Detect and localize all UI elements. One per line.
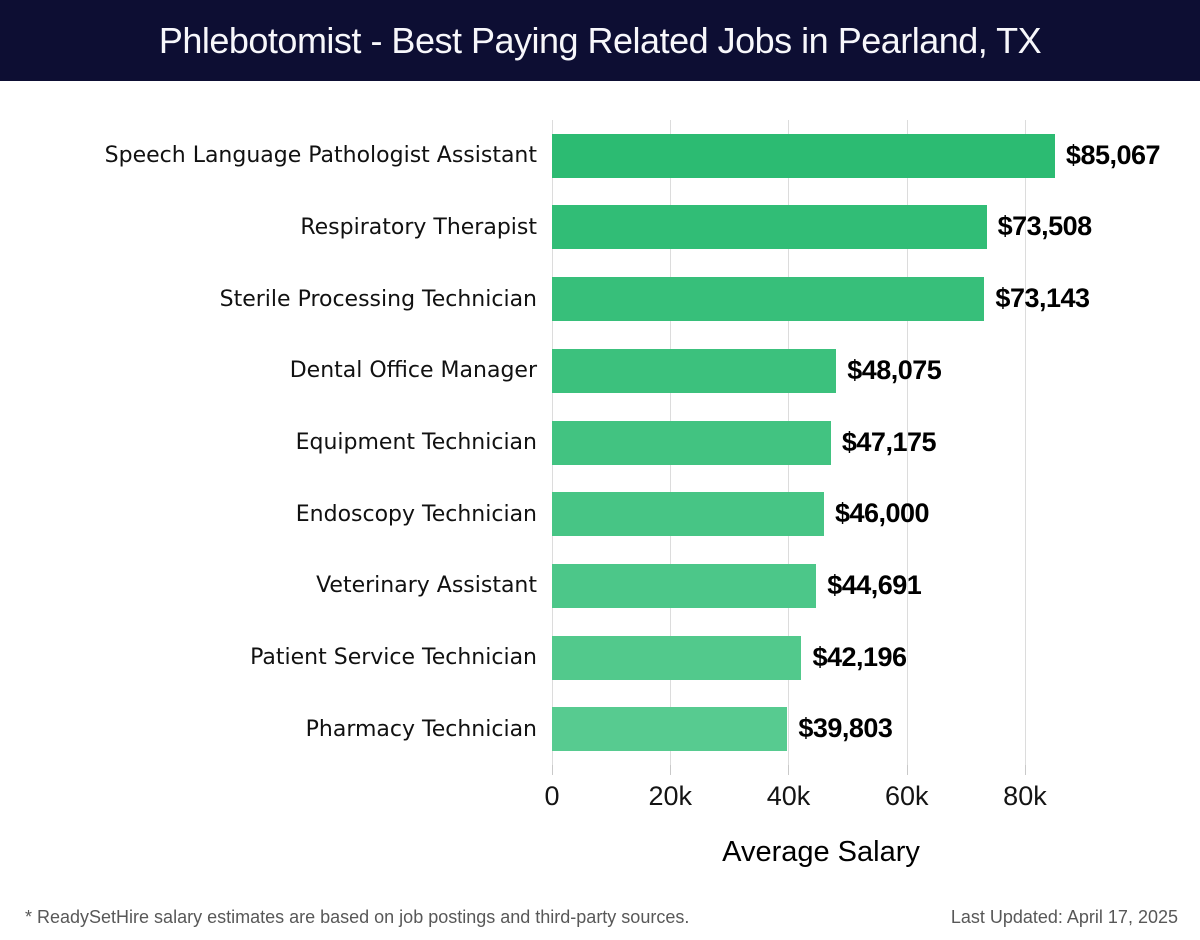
category-label: Respiratory Therapist <box>300 214 537 240</box>
bar-row: Endoscopy Technician $46,000 <box>0 478 1090 550</box>
value-label: $47,175 <box>841 426 937 457</box>
bar <box>552 707 788 752</box>
category-label: Veterinary Assistant <box>316 573 537 599</box>
bar <box>552 133 1055 178</box>
value-label: $73,143 <box>995 283 1090 314</box>
bar <box>552 277 985 322</box>
category-label: Speech Language Pathologist Assistant <box>104 143 537 169</box>
bar-track: $46,000 <box>552 492 1090 537</box>
chart-title: Phlebotomist - Best Paying Related Jobs … <box>158 19 1042 61</box>
category-label: Endoscopy Technician <box>295 501 537 527</box>
bar-track: $48,075 <box>552 348 1090 393</box>
x-axis-title: Average Salary <box>722 836 920 868</box>
value-label: $48,075 <box>847 354 942 385</box>
bar-track: $39,803 <box>552 707 1090 752</box>
value-label: $46,000 <box>834 498 930 529</box>
bar-row: Pharmacy Technician $39,803 <box>0 693 1090 765</box>
bar-row: Patient Service Technician $42,196 <box>0 622 1090 694</box>
footer: * ReadySetHire salary estimates are base… <box>0 907 1200 928</box>
bar-track: $73,143 <box>552 277 1090 322</box>
gridline <box>1024 120 1026 765</box>
bar <box>552 205 987 250</box>
bar-track: $85,067 <box>552 133 1161 178</box>
bar <box>552 420 831 465</box>
bar-row: Equipment Technician $47,175 <box>0 407 1090 479</box>
axis-tick <box>670 765 672 775</box>
value-label: $42,196 <box>812 641 907 672</box>
axis-tick <box>788 765 790 775</box>
bar <box>552 635 802 680</box>
bar-track: $73,508 <box>552 205 1093 250</box>
bar-track: $47,175 <box>552 420 1090 465</box>
axis-tick <box>906 765 908 775</box>
bar-track: $44,691 <box>552 563 1090 608</box>
bar-row: Respiratory Therapist $73,508 <box>0 192 1093 264</box>
footer-disclaimer: * ReadySetHire salary estimates are base… <box>25 907 690 927</box>
gridline <box>906 120 908 765</box>
bar-rows: Speech Language Pathologist Assistant $85… <box>0 120 1161 765</box>
header-bar: Phlebotomist - Best Paying Related Jobs … <box>0 0 1200 81</box>
footer-last-updated: Last Updated: April 17, 2025 <box>950 907 1178 927</box>
axis-tick <box>552 765 553 775</box>
axis-tick <box>1024 765 1026 775</box>
axis-tick-label: 80k <box>1003 781 1047 811</box>
bar <box>552 348 837 393</box>
value-label: $73,508 <box>997 211 1093 242</box>
bar <box>552 563 817 608</box>
value-label: $39,803 <box>798 713 893 744</box>
category-label: Equipment Technician <box>295 430 537 455</box>
value-label: $44,691 <box>827 569 922 600</box>
bar-track: $42,196 <box>552 635 1090 680</box>
bar-row: Speech Language Pathologist Assistant $85… <box>0 120 1161 192</box>
category-label: Sterile Processing Technician <box>219 286 537 312</box>
category-label: Patient Service Technician <box>250 645 537 671</box>
axis-tick-label: 60k <box>884 781 929 811</box>
value-label: $85,067 <box>1065 139 1161 170</box>
axis-tick-label: 40k <box>766 781 811 811</box>
bar-row: Sterile Processing Technician $73,143 <box>0 263 1090 335</box>
category-label: Pharmacy Technician <box>305 716 537 742</box>
bar-row: Dental Office Manager $48,075 <box>0 335 1090 407</box>
category-label: Dental Office Manager <box>289 358 537 384</box>
axis-tick-label: 20k <box>648 781 693 811</box>
bar <box>552 492 824 537</box>
axis-tick-label: 0 <box>544 781 560 811</box>
bar-row: Veterinary Assistant $44,691 <box>0 550 1090 622</box>
